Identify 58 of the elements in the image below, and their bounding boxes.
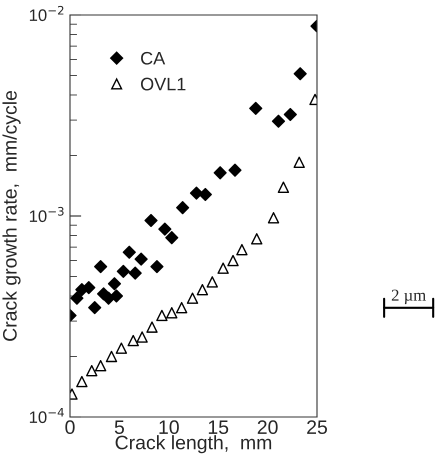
text: 2 µm xyxy=(392,290,426,304)
point xyxy=(144,214,158,228)
point xyxy=(294,67,307,80)
x-tick-label: 20 xyxy=(258,420,278,434)
y-tick-label: 10$^{−3}$ xyxy=(30,206,64,222)
point xyxy=(128,266,142,280)
point xyxy=(249,102,262,115)
point xyxy=(227,254,239,266)
point xyxy=(251,233,262,245)
point xyxy=(176,201,190,214)
point xyxy=(86,364,98,376)
point xyxy=(186,292,198,304)
x-tick-label: 10 xyxy=(159,420,179,434)
point xyxy=(146,321,158,333)
point xyxy=(196,284,208,296)
point xyxy=(190,186,204,200)
point xyxy=(116,342,128,354)
point xyxy=(122,246,136,259)
point xyxy=(165,231,178,244)
point xyxy=(128,334,139,346)
point xyxy=(236,244,248,256)
point xyxy=(217,262,229,274)
point xyxy=(76,376,88,388)
point xyxy=(94,260,108,274)
point xyxy=(158,222,172,236)
point xyxy=(94,360,106,372)
point xyxy=(294,156,305,168)
point xyxy=(136,331,148,343)
point xyxy=(88,301,102,314)
x-axis-title: Crack length, mm xyxy=(116,435,272,454)
point xyxy=(176,302,188,314)
point xyxy=(278,182,290,193)
x-tick-label: 25 xyxy=(307,420,327,434)
point xyxy=(268,212,280,224)
point xyxy=(134,252,148,266)
x-tick-label: 0 xyxy=(65,420,75,434)
point xyxy=(272,114,286,128)
point xyxy=(206,276,218,288)
x-tick-label: 5 xyxy=(114,420,124,434)
y-tick-label: 10$^{−2}$ xyxy=(30,6,64,22)
point xyxy=(70,292,84,305)
point xyxy=(228,164,242,177)
point xyxy=(82,281,96,294)
point xyxy=(116,264,130,278)
point xyxy=(284,108,297,122)
y-tick-label: 10$^{−4}$ xyxy=(30,408,64,424)
point xyxy=(166,307,178,318)
point xyxy=(108,277,122,290)
legend-label: OVL1 xyxy=(140,78,186,90)
point xyxy=(150,260,164,274)
point xyxy=(214,166,227,180)
point xyxy=(156,310,168,322)
point xyxy=(110,289,124,303)
y-axis-title: Crack growth rate, mm/cycle xyxy=(2,90,21,341)
legend-label: CA xyxy=(141,52,166,65)
point xyxy=(198,188,212,202)
x-tick-label: 15 xyxy=(208,420,228,434)
point xyxy=(106,350,118,362)
